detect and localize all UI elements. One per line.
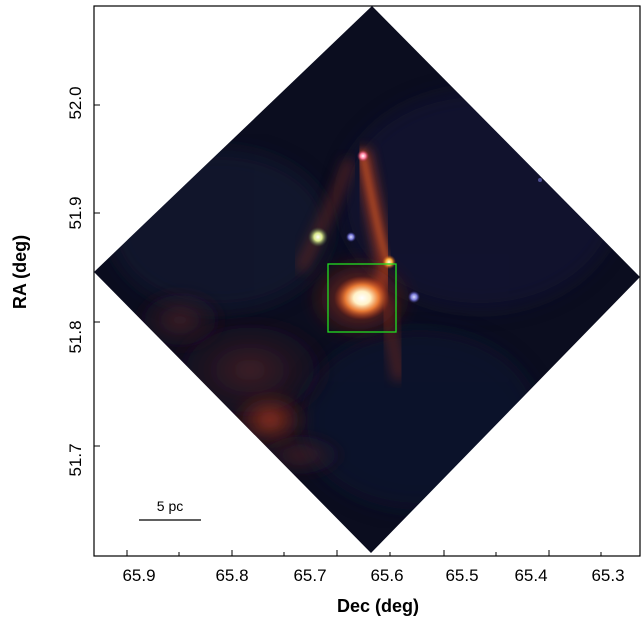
y-tick-label: 51.9 [66,196,85,229]
y-axis [94,104,100,447]
plot-frame [93,5,641,557]
x-axis [126,550,602,556]
x-tick-label: 65.6 [370,566,403,585]
scale-bar-label: 5 pc [157,498,183,514]
y-tick-label: 51.7 [66,443,85,476]
x-tick-label: 65.8 [215,566,248,585]
x-tick-label: 65.7 [293,566,326,585]
x-tick-label: 65.3 [591,566,624,585]
sky-image [94,6,640,553]
x-tick-label: 65.5 [445,566,478,585]
y-tick-label: 52.0 [66,86,85,119]
x-tick-label: 65.9 [122,566,155,585]
region-box [327,263,397,333]
y-axis-title: RA (deg) [10,235,30,309]
y-tick-label: 51.8 [66,320,85,353]
x-axis-title: Dec (deg) [337,596,419,616]
x-tick-label: 65.4 [514,566,547,585]
